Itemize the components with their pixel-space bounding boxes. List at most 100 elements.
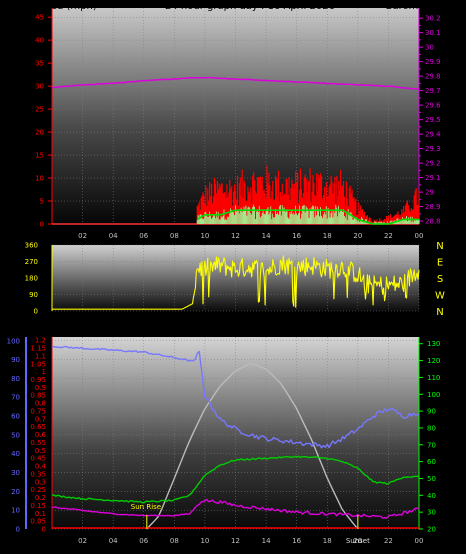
wind-average-line bbox=[196, 209, 419, 225]
humidity-tick-label: 70 bbox=[11, 394, 20, 402]
baro-tick-label: 30.1 bbox=[425, 29, 441, 37]
rainfall-tick-label: 1.15 bbox=[30, 345, 46, 353]
rainfall-tick-label: 0 bbox=[42, 526, 46, 534]
rainfall-tick-label: 0.95 bbox=[30, 376, 46, 384]
humidity-tick-label: 10 bbox=[11, 507, 20, 515]
sunrise-annotation: Sun Rise bbox=[131, 503, 161, 511]
compass-label: E bbox=[437, 258, 443, 269]
compass-label: N bbox=[436, 241, 443, 252]
wind-tick-label: 35 bbox=[35, 60, 44, 68]
rainfall-tick-label: 0.9 bbox=[35, 384, 46, 392]
baro-tick-label: 29.8 bbox=[425, 73, 441, 81]
baro-tick-label: 30.2 bbox=[425, 15, 441, 23]
chart-title: 24 hour graph day : 16 April 2026 bbox=[165, 1, 335, 12]
sunset-annotation: Sunset bbox=[346, 537, 370, 545]
top-x-tick-label: 06 bbox=[139, 232, 148, 240]
rainfall-tick-label: 0.3 bbox=[35, 478, 46, 486]
rainfall-tick-label: 0.2 bbox=[35, 494, 46, 502]
wind-tick-label: 5 bbox=[40, 198, 44, 206]
baro-tick-label: 29.4 bbox=[425, 131, 441, 139]
wind-tick-label: 25 bbox=[35, 106, 44, 114]
rainfall-tick-label: 0.8 bbox=[35, 400, 46, 408]
top-x-tick-label: 00 bbox=[415, 232, 424, 240]
bottom-x-tick-label: 12 bbox=[231, 537, 240, 545]
rainfall-tick-label: 1.1 bbox=[35, 352, 46, 360]
temperature-tick-label: 80 bbox=[427, 424, 436, 432]
wind-tick-label: 40 bbox=[35, 37, 44, 45]
rainfall-tick-label: 0.7 bbox=[35, 415, 46, 423]
top-x-tick-label: 20 bbox=[353, 232, 362, 240]
baro-tick-label: 30 bbox=[425, 44, 434, 52]
wind-tick-label: 15 bbox=[35, 152, 44, 160]
rainfall-tick-label: 0.75 bbox=[30, 407, 46, 415]
temperature-tick-label: 70 bbox=[427, 441, 436, 449]
temperature-tick-label: 120 bbox=[427, 357, 440, 365]
top-x-tick-label: 04 bbox=[109, 232, 118, 240]
rainfall-tick-label: 0.65 bbox=[30, 423, 46, 431]
temperature-tick-label: 100 bbox=[427, 391, 440, 399]
top-x-tick-label: 18 bbox=[323, 232, 332, 240]
baro-tick-label: 29.1 bbox=[425, 174, 441, 182]
dir-tick-label: 180 bbox=[25, 275, 38, 283]
humidity-tick-label: 90 bbox=[11, 356, 20, 364]
humidity-tick-label: 100 bbox=[7, 337, 20, 345]
bottom-x-tick-label: 20 bbox=[353, 537, 362, 545]
wind-tick-label: 20 bbox=[35, 129, 44, 137]
rainfall-tick-label: 0.85 bbox=[30, 392, 46, 400]
dew-point-axis-label: Dew Point (°F) bbox=[391, 322, 463, 333]
baro-tick-label: 29.9 bbox=[425, 58, 441, 66]
bottom-x-tick-label: 02 bbox=[78, 537, 87, 545]
temperature-tick-label: 130 bbox=[427, 340, 440, 348]
baro-tick-label: 29.5 bbox=[425, 116, 441, 124]
baro-tick-label: 29.3 bbox=[425, 145, 441, 153]
barometer-line bbox=[51, 76, 420, 90]
bottom-x-tick-label: 06 bbox=[139, 537, 148, 545]
top-x-tick-label: 22 bbox=[384, 232, 393, 240]
bottom-x-tick-label: 18 bbox=[323, 537, 332, 545]
compass-label: S bbox=[437, 274, 443, 285]
humidity-tick-label: 40 bbox=[11, 450, 20, 458]
rainfall-tick-label: 1.05 bbox=[30, 360, 46, 368]
dew-point-line bbox=[51, 498, 420, 519]
top-x-tick-label: 10 bbox=[200, 232, 209, 240]
rainfall-axis-label: Rainfall (.in) bbox=[0, 322, 61, 333]
compass-label: W bbox=[435, 291, 445, 302]
wind-tick-label: 0 bbox=[40, 221, 44, 229]
windspeed-axis-label: Windspeed (mph) bbox=[8, 1, 97, 12]
rainfall-tick-label: 0.55 bbox=[30, 439, 46, 447]
rainfall-tick-label: 0.6 bbox=[35, 431, 47, 439]
rainfall-tick-label: 0.15 bbox=[30, 502, 46, 510]
humidity-tick-label: 60 bbox=[11, 413, 20, 421]
temperature-tick-label: 40 bbox=[427, 492, 436, 500]
bottom-x-tick-label: 04 bbox=[109, 537, 118, 545]
humidity-line bbox=[51, 345, 420, 449]
temperature-tick-label: 20 bbox=[427, 526, 436, 534]
humidity-tick-label: 20 bbox=[11, 488, 20, 496]
baro-tick-label: 28.8 bbox=[425, 218, 441, 226]
temperature-tick-label: 110 bbox=[427, 374, 440, 382]
baro-tick-label: 29.7 bbox=[425, 87, 441, 95]
top-x-tick-label: 14 bbox=[262, 232, 271, 240]
top-x-tick-label: 08 bbox=[170, 232, 179, 240]
rainfall-tick-label: 0.4 bbox=[35, 463, 47, 471]
wind-tick-label: 30 bbox=[35, 83, 44, 91]
baro-tick-label: 29 bbox=[425, 189, 434, 197]
humidity-axis-label: Humidity bbox=[66, 322, 111, 333]
max-solar-curve bbox=[146, 363, 358, 530]
temperature-axis-label: Temperature (°F) bbox=[311, 322, 397, 333]
baro-tick-label: 29.2 bbox=[425, 160, 441, 168]
temperature-tick-label: 50 bbox=[427, 475, 436, 483]
dir-tick-label: 90 bbox=[29, 291, 38, 299]
wind-tick-label: 10 bbox=[35, 175, 44, 183]
humidity-tick-label: 0 bbox=[16, 526, 20, 534]
bottom-x-tick-label: 10 bbox=[200, 537, 209, 545]
rainfall-tick-label: 1.2 bbox=[35, 337, 46, 345]
rainfall-tick-label: 0.5 bbox=[35, 447, 46, 455]
rainfall-tick-label: 0.45 bbox=[30, 455, 46, 463]
bottom-x-tick-label: 00 bbox=[415, 537, 424, 545]
rainfall-tick-label: 0.35 bbox=[30, 470, 46, 478]
baro-tick-label: 29.6 bbox=[425, 102, 441, 110]
bottom-x-tick-label: 08 bbox=[170, 537, 179, 545]
